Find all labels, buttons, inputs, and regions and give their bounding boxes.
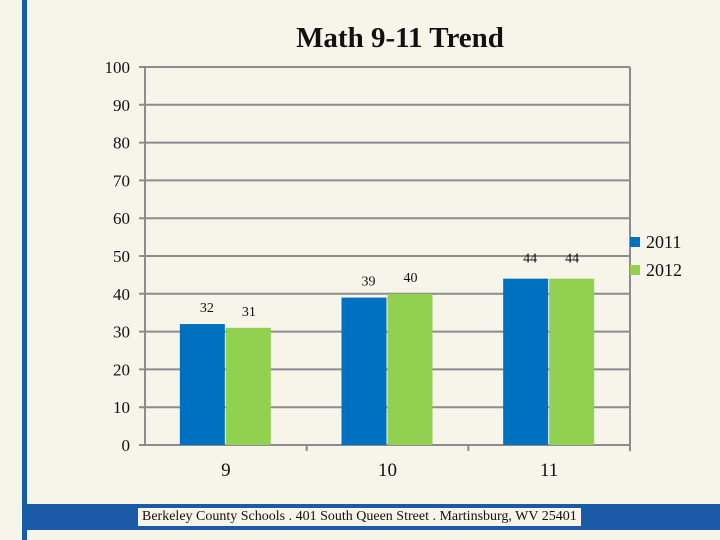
chart-title: Math 9-11 Trend [296, 22, 504, 54]
x-tick-label-10: 10 [378, 460, 397, 481]
legend: 2011 2012 [630, 228, 682, 284]
y-tick-label-100: 100 [105, 58, 131, 77]
legend-item-2011: 2011 [630, 228, 682, 256]
data-label-2012-9: 31 [242, 305, 256, 320]
x-tick-label-11: 11 [540, 460, 558, 481]
data-label-2011-9: 32 [200, 301, 214, 316]
legend-swatch-2011 [630, 237, 640, 247]
data-label-2012-11: 44 [565, 252, 579, 267]
x-tick-label-9: 9 [221, 460, 231, 481]
left-accent-rule [22, 0, 27, 540]
y-tick-label-10: 10 [113, 398, 130, 417]
legend-item-2012: 2012 [630, 256, 682, 284]
y-tick-label-60: 60 [113, 209, 130, 228]
y-tick-label-0: 0 [122, 436, 131, 455]
data-label-2012-10: 40 [404, 271, 418, 286]
legend-label-2011: 2011 [646, 231, 682, 252]
y-tick-label-50: 50 [113, 247, 130, 266]
footer-address: Berkeley County Schools . 401 South Quee… [138, 508, 581, 526]
footer-bar: Berkeley County Schools . 401 South Quee… [26, 504, 720, 530]
bar-2012-11 [549, 278, 595, 445]
bar-2011-9 [179, 324, 225, 445]
bar-2011-11 [503, 278, 549, 445]
y-tick-label-70: 70 [113, 171, 130, 190]
y-tick-label-40: 40 [113, 285, 130, 304]
legend-label-2012: 2012 [646, 259, 682, 280]
data-label-2011-11: 44 [523, 252, 537, 267]
data-label-2011-10: 39 [362, 275, 376, 290]
y-tick-label-20: 20 [113, 360, 130, 379]
y-tick-label-90: 90 [113, 96, 130, 115]
y-tick-label-30: 30 [113, 323, 130, 342]
legend-swatch-2012 [630, 265, 640, 275]
bar-2012-10 [387, 293, 433, 445]
bar-2012-9 [225, 327, 271, 445]
y-tick-label-80: 80 [113, 134, 130, 153]
bar-2011-10 [341, 297, 387, 445]
